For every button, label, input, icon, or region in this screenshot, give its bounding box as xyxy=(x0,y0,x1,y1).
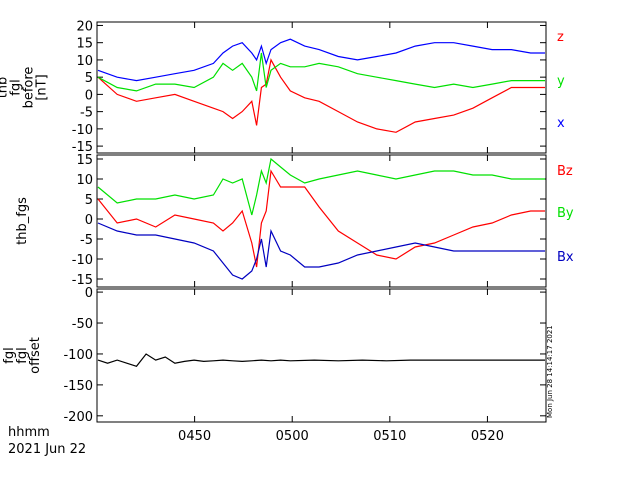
y-tick-label: -100 xyxy=(63,348,93,363)
footer-date: 2021 Jun 22 xyxy=(8,442,86,457)
panel-frame xyxy=(96,288,547,423)
y-tick-label: 5 xyxy=(85,71,93,86)
y-axis-label-line: fgl xyxy=(9,79,24,95)
y-tick-label: -10 xyxy=(72,253,93,268)
legend-label-z: z xyxy=(557,30,564,45)
y-axis-label-line: fgl xyxy=(15,347,30,363)
y-axis-label-line: [nT] xyxy=(35,74,50,100)
legend-label-Bz: Bz xyxy=(557,164,573,179)
series-line-z xyxy=(97,58,545,133)
y-axis-label: fglfgloffset xyxy=(2,337,43,374)
series-line-By xyxy=(97,157,545,216)
series-line-Bz xyxy=(97,169,545,268)
legend-label-Bx: Bx xyxy=(557,250,574,265)
y-axis-label-line: thb xyxy=(0,77,11,99)
x-tick-label: 0510 xyxy=(373,429,406,444)
y-axis-label-line: offset xyxy=(28,337,43,374)
y-tick-label: -200 xyxy=(63,410,93,425)
y-tick-label: -10 xyxy=(72,123,93,138)
y-tick-label: 20 xyxy=(76,19,93,34)
y-tick-label: -5 xyxy=(80,233,93,248)
panel-middle: 15 10 5 0 -5 -10 -15 thb_fgs Bz By Bx xyxy=(15,153,574,288)
series-line-y xyxy=(97,52,545,92)
series-line-x xyxy=(97,38,545,82)
footer-time-unit: hhmm xyxy=(8,425,50,440)
legend-label-By: By xyxy=(557,206,574,221)
x-tick-label: 0500 xyxy=(276,429,309,444)
legend-label-y: y xyxy=(557,74,565,89)
y-tick-label: 0 xyxy=(85,213,93,228)
y-tick-label: -15 xyxy=(72,140,93,155)
y-tick-label: 15 xyxy=(76,37,93,52)
legend-label-x: x xyxy=(557,116,565,131)
y-tick-label: 0 xyxy=(85,286,93,301)
y-tick-label: 10 xyxy=(76,173,93,188)
footer-timestamp: Mon Jun 28 14:14:17 2021 xyxy=(546,325,554,418)
x-tick-label: 0450 xyxy=(178,429,211,444)
series-line-offset xyxy=(97,353,545,367)
y-tick-label: -150 xyxy=(63,379,93,394)
y-axis-label: thb_fgs xyxy=(15,197,30,245)
y-tick-label: 5 xyxy=(85,193,93,208)
panel-top: 20 15 10 5 0 -5 -10 -15 thbfglbefore[nT] z y x xyxy=(0,19,565,155)
y-tick-label: 10 xyxy=(76,54,93,69)
series-line-Bx xyxy=(97,222,545,280)
y-tick-label: 15 xyxy=(76,153,93,168)
x-tick-label: 0520 xyxy=(471,429,504,444)
y-axis-label-line: before xyxy=(22,67,37,109)
y-tick-label: -5 xyxy=(80,106,93,121)
y-axis-label-line: thb_fgs xyxy=(15,197,30,245)
y-tick-label: -50 xyxy=(72,317,93,332)
panel-frame xyxy=(96,21,547,154)
chart-panels: 20151050-5-10-15thbfglbefore[nT]zyx15105… xyxy=(0,19,574,444)
y-tick-label: -15 xyxy=(72,273,93,288)
y-axis-label: thbfglbefore[nT] xyxy=(0,67,50,109)
y-tick-label: 0 xyxy=(85,88,93,103)
y-axis-label-line: fgl xyxy=(2,347,17,363)
panel-frame xyxy=(96,154,547,288)
